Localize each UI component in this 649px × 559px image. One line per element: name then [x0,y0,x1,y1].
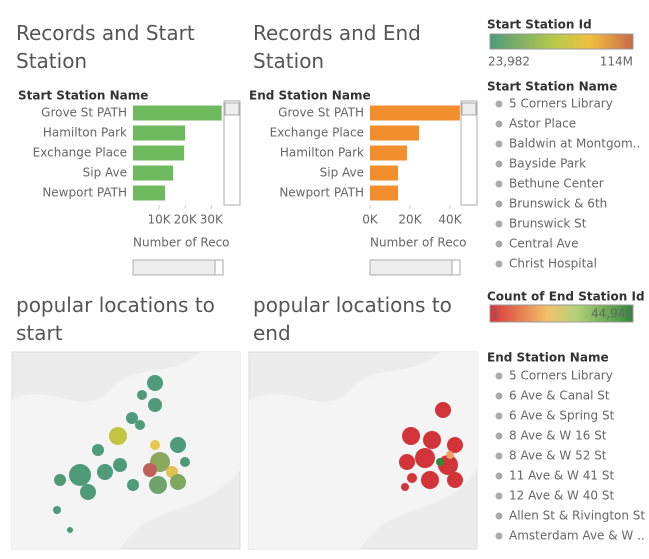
category-label: Newport PATH [42,186,127,200]
map-title: popular locations to end [253,293,452,345]
legend-item[interactable]: 5 Corners Library [509,97,613,111]
category-label: Hamilton Park [43,126,127,140]
axis-title: Number of Reco [370,236,467,250]
legend-item[interactable]: 6 Ave & Canal St [509,389,610,403]
category-label: Sip Ave [320,166,364,180]
bar[interactable] [133,105,222,121]
bar[interactable] [370,145,407,161]
chart-title: Records and End Station [253,21,421,73]
legend-item[interactable]: 11 Ave & W 41 St [509,469,614,483]
legend-dot[interactable] [495,240,503,248]
legend-item[interactable]: Allen St & Rivington St [509,509,645,523]
legend-item[interactable]: 12 Ave & W 40 St [509,489,614,503]
legend-item[interactable]: Amsterdam Ave & W .. [509,529,645,543]
bar[interactable] [133,165,174,181]
legend-min: 1 [492,307,500,321]
bar[interactable] [133,185,166,201]
map-start [11,351,241,550]
slider-handle[interactable] [451,259,461,276]
bar[interactable] [370,105,460,121]
scrollbar[interactable] [223,100,241,206]
legend-item[interactable]: 8 Ave & W 52 St [509,449,607,463]
legend-min: 23,982 [488,55,530,69]
legend-dot[interactable] [495,512,503,520]
legend-dot[interactable] [495,372,503,380]
legend-item[interactable]: Central Ave [509,237,579,251]
legend-item[interactable]: 5 Corners Library [509,369,613,383]
legend-dot[interactable] [495,260,503,268]
color-ramp [489,304,634,323]
bar[interactable] [370,185,398,201]
map-title: popular locations to start [16,293,215,345]
bar[interactable] [133,125,186,141]
range-slider[interactable] [132,259,224,276]
legend-max: 114M [600,55,633,69]
legend-title: Start Station Id [487,18,592,32]
legend-item[interactable]: Christ Hospital [509,257,597,271]
category-label: Hamilton Park [280,146,364,160]
legend-dot[interactable] [495,160,503,168]
axis-header: Start Station Name [18,89,148,103]
chart-title: Records and Start Station [16,21,195,73]
legend-title: End Station Name [487,351,609,365]
scroll-thumb[interactable] [224,102,240,116]
slider-handle[interactable] [214,259,224,276]
legend-dot[interactable] [495,200,503,208]
category-label: Sip Ave [83,166,127,180]
range-slider[interactable] [369,259,461,276]
x-tick-label: 20K [174,213,198,227]
legend-dot[interactable] [495,120,503,128]
category-label: Exchange Place [33,146,127,160]
map-end [248,351,478,550]
scrollbars [132,100,478,276]
legend-dot[interactable] [495,220,503,228]
legend-dot[interactable] [495,180,503,188]
legend-item[interactable]: Bayside Park [509,157,586,171]
category-label: Newport PATH [279,186,364,200]
legend-item[interactable]: Baldwin at Montgom.. [509,137,640,151]
legend-dot[interactable] [495,492,503,500]
legend-max: 44,940 [591,307,633,321]
legend-title: Start Station Name [487,80,617,94]
legend-dot[interactable] [495,472,503,480]
scroll-thumb[interactable] [461,102,477,116]
category-label: Grove St PATH [278,106,364,120]
legend-item[interactable]: Brunswick St [509,217,587,231]
color-ramp [489,33,634,50]
scrollbar[interactable] [460,100,478,206]
category-label: Exchange Place [270,126,364,140]
x-tick-label: 20K [398,213,422,227]
x-tick-label: 10K [148,213,172,227]
legend-item[interactable]: 8 Ave & W 16 St [509,429,607,443]
bar[interactable] [370,125,419,141]
legend-dot[interactable] [495,412,503,420]
legend-item[interactable]: 6 Ave & Spring St [509,409,615,423]
x-tick-label: 0K [362,213,379,227]
legend-dot[interactable] [495,532,503,540]
x-tick-label: 30K [200,213,224,227]
axis-header: End Station Name [249,89,371,103]
legend-item[interactable]: Bethune Center [509,177,604,191]
bar[interactable] [133,145,185,161]
bar[interactable] [370,165,398,181]
axis-title: Number of Reco [133,236,230,250]
legend-item[interactable]: Brunswick & 6th [509,197,607,211]
legend-item[interactable]: Astor Place [509,117,576,131]
legend-dot[interactable] [495,432,503,440]
legend-dot[interactable] [495,140,503,148]
legend-dot[interactable] [495,452,503,460]
legend-dot[interactable] [495,392,503,400]
category-label: Grove St PATH [41,106,127,120]
legend-title: Count of End Station Id [487,290,645,304]
legend-dot[interactable] [495,100,503,108]
x-tick-label: 40K [438,213,462,227]
